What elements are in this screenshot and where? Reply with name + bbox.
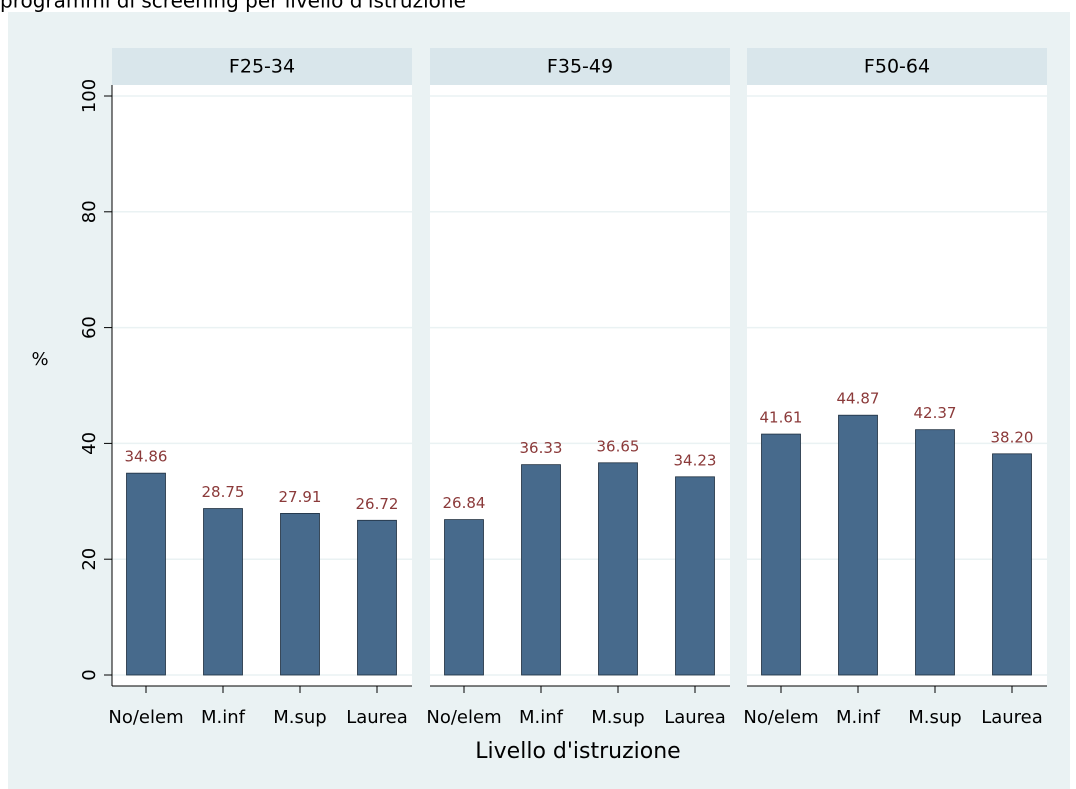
bar bbox=[675, 476, 715, 676]
bar bbox=[521, 464, 561, 676]
bar bbox=[357, 519, 397, 676]
value-label: 36.65 bbox=[597, 437, 640, 455]
panel-header bbox=[112, 48, 412, 85]
x-tick-label: M.inf bbox=[836, 707, 881, 728]
bar bbox=[992, 453, 1032, 676]
x-tick-label: No/elem bbox=[743, 707, 818, 728]
panel-title: F50-64 bbox=[864, 56, 930, 78]
y-tick-label: 0 bbox=[79, 669, 100, 680]
value-label: 26.72 bbox=[356, 495, 399, 513]
y-tick-label: 40 bbox=[79, 432, 100, 455]
value-label: 38.20 bbox=[991, 428, 1034, 446]
value-label: 36.33 bbox=[520, 439, 563, 457]
y-axis-label: % bbox=[31, 349, 48, 370]
x-axis-label: Livello d'istruzione bbox=[475, 739, 680, 764]
bar bbox=[598, 462, 638, 676]
panel-header bbox=[747, 48, 1047, 85]
x-tick-label: M.inf bbox=[201, 707, 246, 728]
bar bbox=[203, 508, 243, 676]
value-label: 44.87 bbox=[837, 390, 880, 408]
x-tick-label: M.inf bbox=[519, 707, 564, 728]
x-tick-label: M.sup bbox=[273, 707, 326, 728]
value-label: 27.91 bbox=[279, 488, 322, 506]
panel-title: F35-49 bbox=[547, 56, 613, 78]
value-label: 28.75 bbox=[202, 483, 245, 501]
y-tick-label: 20 bbox=[79, 548, 100, 571]
x-tick-label: M.sup bbox=[908, 707, 961, 728]
value-label: 34.23 bbox=[674, 451, 717, 469]
bar bbox=[126, 472, 166, 676]
y-tick-label: 60 bbox=[79, 316, 100, 339]
chart-title: programmi di screening per livello d'ist… bbox=[0, 0, 466, 13]
value-label: 41.61 bbox=[760, 409, 803, 427]
x-tick-label: No/elem bbox=[108, 707, 183, 728]
y-tick-label: 80 bbox=[79, 200, 100, 223]
bar bbox=[915, 429, 955, 676]
x-tick-label: No/elem bbox=[426, 707, 501, 728]
y-tick-label: 100 bbox=[79, 79, 100, 113]
bar bbox=[444, 519, 484, 676]
x-tick-label: M.sup bbox=[591, 707, 644, 728]
bar bbox=[280, 513, 320, 676]
panel-title: F25-34 bbox=[229, 56, 295, 78]
x-tick-label: Laurea bbox=[664, 707, 726, 728]
x-tick-label: Laurea bbox=[981, 707, 1043, 728]
bar bbox=[761, 433, 801, 676]
bar bbox=[838, 414, 878, 676]
panel-header bbox=[430, 48, 730, 85]
value-label: 34.86 bbox=[125, 448, 168, 466]
value-label: 26.84 bbox=[443, 494, 486, 512]
value-label: 42.37 bbox=[914, 404, 957, 422]
x-tick-label: Laurea bbox=[346, 707, 408, 728]
